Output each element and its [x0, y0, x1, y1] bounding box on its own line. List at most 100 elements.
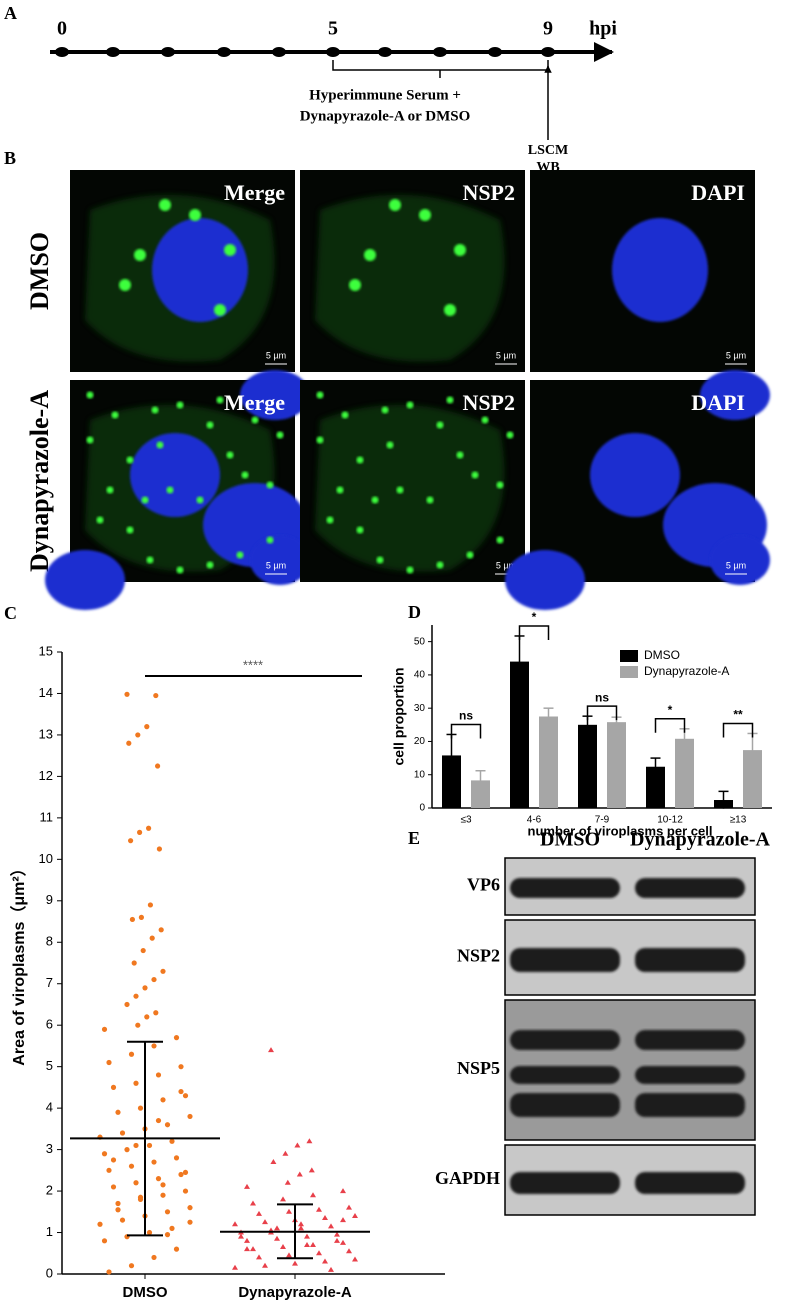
significance-label: ** [733, 708, 743, 722]
y-tick-label: 6 [46, 1017, 53, 1032]
data-point [187, 1205, 193, 1211]
data-point [298, 1225, 304, 1231]
viroplasm-spot [159, 199, 171, 211]
data-point [178, 1064, 184, 1070]
legend-swatch [620, 666, 638, 678]
data-point [282, 1150, 289, 1156]
x-tick-label: 7-9 [595, 815, 610, 826]
viroplasm-spot [326, 516, 334, 524]
viroplasm-spot [381, 406, 389, 414]
data-point [153, 692, 159, 699]
viroplasm-spot [166, 486, 174, 494]
y-tick-label: 20 [414, 736, 426, 747]
viroplasm-spot [481, 416, 489, 424]
y-tick-label: 50 [414, 636, 426, 647]
data-point [280, 1244, 286, 1250]
data-point [284, 1179, 291, 1185]
viroplasm-spot [444, 304, 456, 316]
data-point [352, 1212, 358, 1218]
scale-bar-label: 5 µm [496, 350, 516, 360]
viroplasm-spot [176, 566, 184, 574]
viroplasm-spot [86, 436, 94, 444]
bar [743, 750, 762, 808]
scale-bar-label: 5 µm [266, 560, 286, 570]
x-tick-label: ≥13 [730, 815, 747, 826]
data-point [133, 1142, 139, 1149]
viroplasm-spot [336, 486, 344, 494]
viroplasm-spot [436, 421, 444, 429]
y-tick-label: 2 [46, 1183, 53, 1198]
timepoint: 9 [543, 18, 553, 40]
scale-bar-label: 5 µm [496, 560, 516, 570]
data-point [182, 1093, 189, 1099]
viroplasm-spot [251, 416, 259, 424]
data-point [101, 1238, 108, 1244]
data-point [115, 1109, 121, 1115]
treatment-text: Dynapyrazole-A or DMSO [300, 108, 471, 124]
row-label: NSP2 [457, 946, 500, 966]
data-point [322, 1215, 328, 1221]
band [510, 1066, 620, 1084]
data-point [106, 1269, 112, 1275]
y-tick-label: 13 [39, 726, 53, 741]
nucleus [240, 370, 310, 420]
band [510, 1172, 620, 1194]
significance-bracket [450, 723, 482, 739]
viroplasm-spot [356, 526, 364, 534]
data-point [262, 1219, 268, 1225]
data-point [346, 1204, 352, 1210]
data-point [124, 1001, 130, 1008]
significance-bracket [586, 705, 618, 721]
data-point [133, 1080, 139, 1086]
y-tick-label: 4 [46, 1100, 53, 1115]
viroplasm-spot [389, 199, 401, 211]
nucleus [590, 433, 680, 517]
data-point [146, 825, 152, 831]
data-point [110, 1184, 117, 1190]
viroplasm-spot [276, 431, 284, 439]
y-tick-label: 10 [39, 851, 53, 866]
row-label: DMSO [25, 232, 54, 310]
data-point [310, 1192, 316, 1198]
y-tick-label: 9 [46, 892, 53, 907]
data-point [137, 1105, 144, 1111]
data-point [187, 1219, 193, 1225]
y-axis-label: Area of viroplasms（μm²） [10, 860, 28, 1065]
viroplasm-spot [386, 441, 394, 449]
column-label: Merge [224, 390, 285, 415]
data-point [187, 1113, 193, 1120]
data-point [244, 1237, 250, 1243]
data-point [160, 1097, 166, 1103]
readout-text: LSCM [528, 143, 568, 158]
nucleus [152, 218, 248, 322]
bar [510, 661, 529, 808]
cytoplasm-signal [315, 404, 505, 572]
data-point [316, 1250, 322, 1256]
data-point [164, 1209, 171, 1215]
viroplasm-spot [86, 391, 94, 399]
significance-bracket [518, 625, 550, 640]
data-point [182, 1188, 189, 1194]
band [635, 1066, 745, 1084]
data-point [294, 1142, 301, 1148]
data-point [304, 1233, 310, 1239]
column-label: Dynapyrazole-A [630, 829, 771, 851]
viroplasm-spot [134, 249, 146, 261]
data-point [268, 1047, 274, 1053]
viroplasm-spot [111, 411, 119, 419]
viroplasm-spot [146, 556, 154, 564]
data-point [144, 724, 150, 730]
band [635, 1172, 745, 1194]
viroplasm-spot [224, 244, 236, 256]
viroplasm-spot [156, 441, 164, 449]
data-point [97, 1221, 103, 1227]
data-point [149, 935, 155, 941]
data-point [160, 1182, 166, 1188]
nucleus [45, 550, 125, 610]
data-point [238, 1233, 244, 1239]
viroplasm-spot [466, 551, 474, 559]
column-label: Merge [224, 180, 285, 205]
treatment-text: Hyperimmune Serum + [309, 87, 461, 103]
viroplasm-spot [266, 536, 274, 544]
